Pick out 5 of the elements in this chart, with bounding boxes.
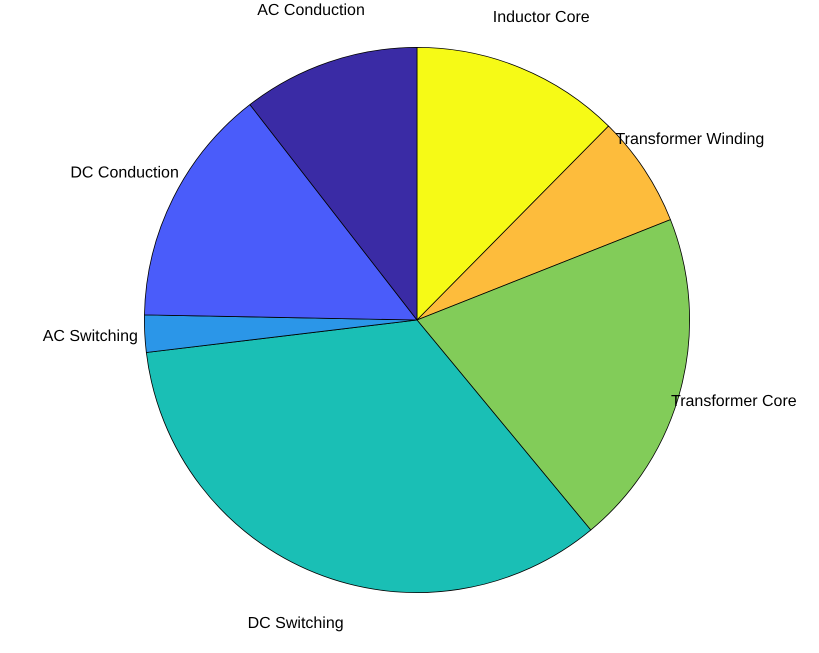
slice-label: DC Conduction (70, 164, 179, 182)
slice-label: DC Switching (248, 615, 344, 632)
slice-label: AC Switching (42, 328, 138, 345)
slice-label: AC Conduction (257, 2, 365, 19)
slice-label: Inductor Core (492, 8, 590, 26)
